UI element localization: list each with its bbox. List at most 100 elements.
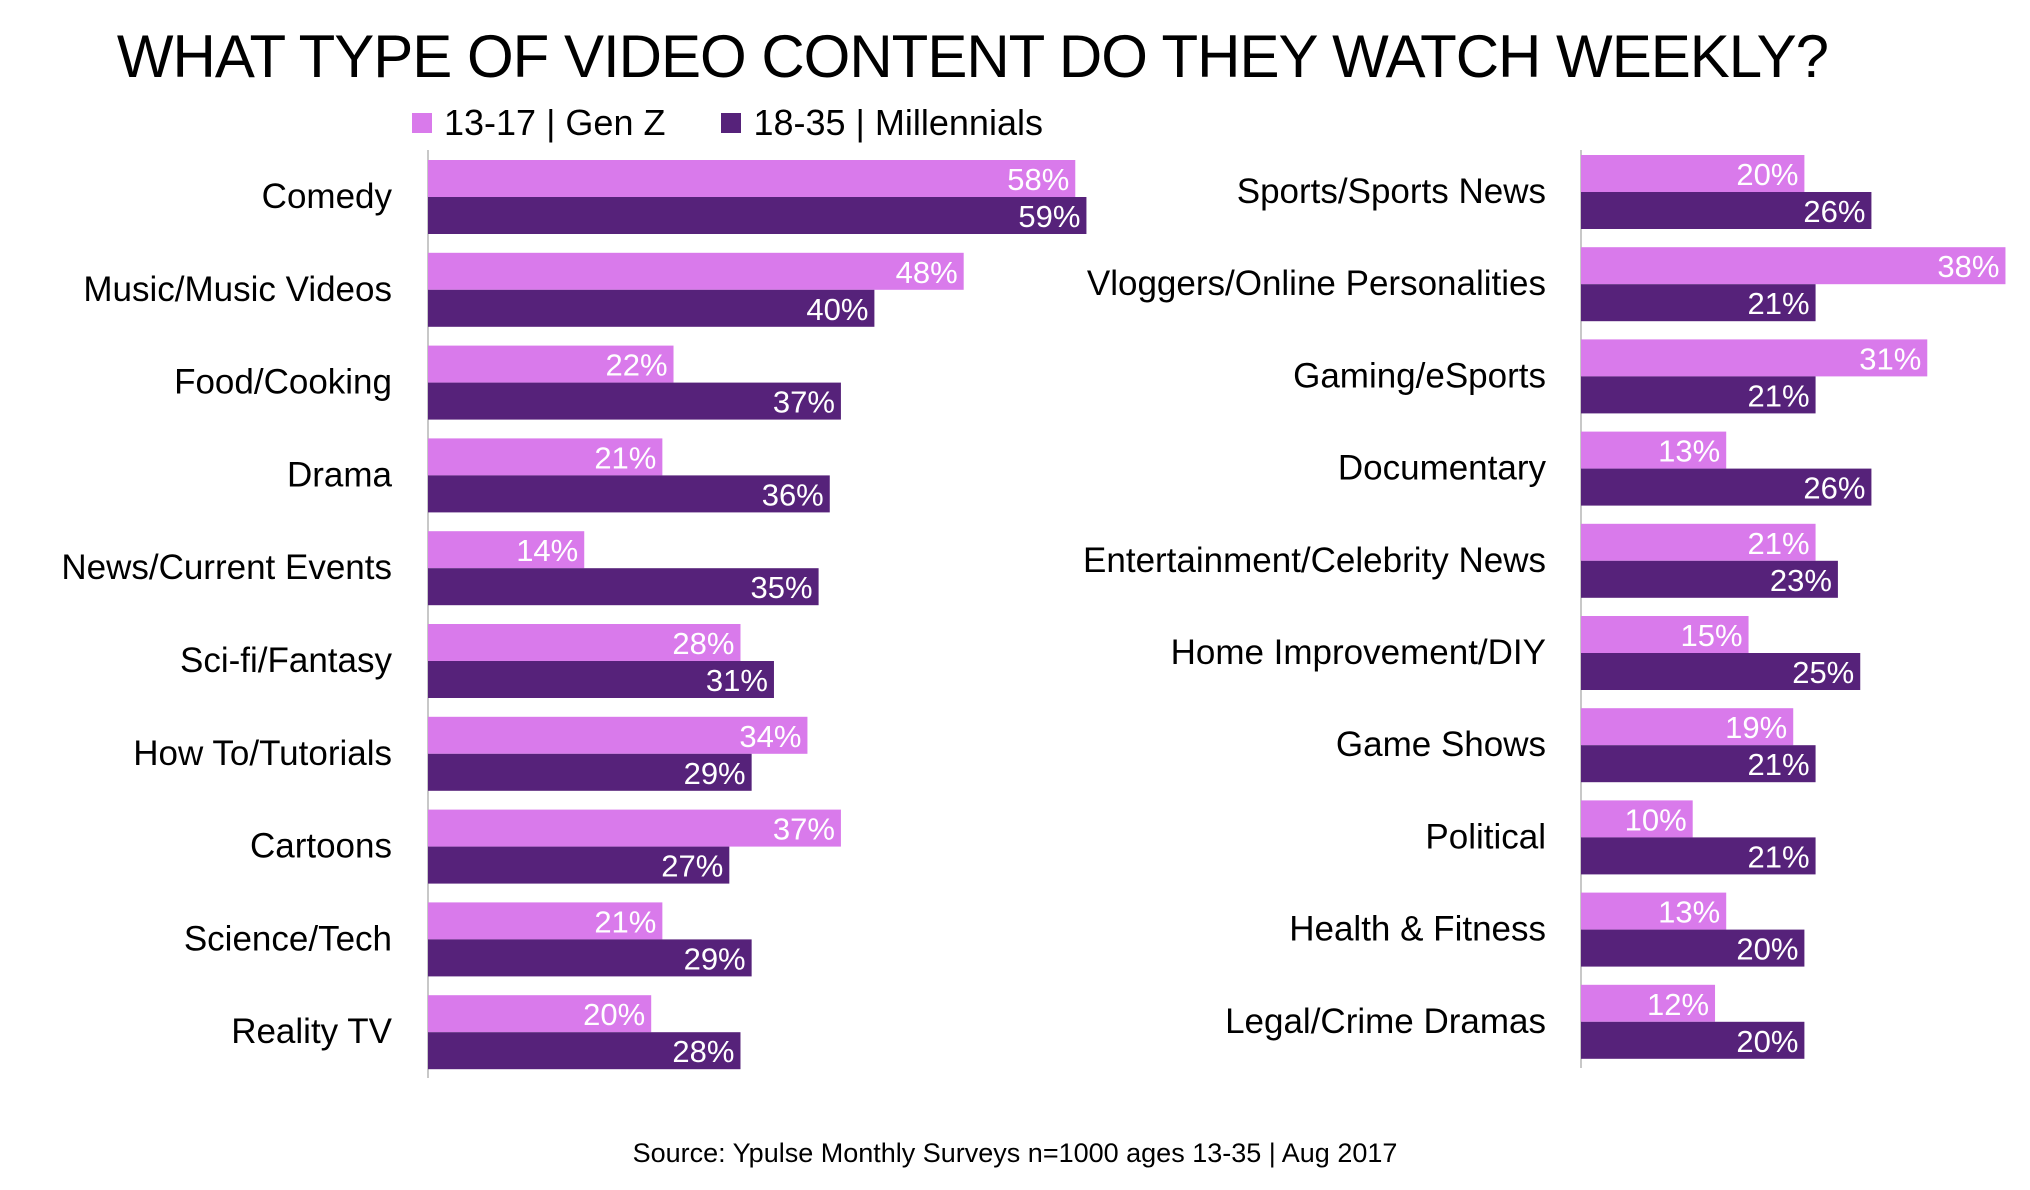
data-label: 58%: [1007, 162, 1069, 197]
bar-gen-z: [1581, 339, 1928, 377]
category-label: Reality TV: [231, 1012, 392, 1051]
category-label: Entertainment/Celebrity News: [1083, 541, 1546, 580]
data-label: 21%: [594, 440, 656, 475]
category-label: Sports/Sports News: [1237, 172, 1546, 211]
data-label: 28%: [672, 1034, 734, 1069]
category-label: Food/Cooking: [174, 363, 392, 402]
legend-label-gen-z: 13-17 | Gen Z: [444, 102, 666, 143]
bar-gen-z: [428, 345, 674, 383]
data-label: 35%: [751, 570, 813, 605]
bar-millennials: [428, 753, 752, 791]
bar-gen-z: [1581, 616, 1749, 653]
category-label: Cartoons: [250, 827, 392, 866]
data-label: 31%: [706, 663, 768, 698]
bar-gen-z: [1581, 247, 2006, 285]
category-label: Gaming/eSports: [1293, 356, 1546, 395]
bar-millennials: [428, 939, 752, 977]
data-label: 21%: [1748, 286, 1810, 321]
legend: 13-17 | Gen Z 18-35 | Millennials: [412, 100, 1043, 146]
category-label: Music/Music Videos: [83, 270, 392, 309]
chart-panel-2: Sports/Sports News 20%26%Vloggers/Online …: [1083, 150, 2006, 1068]
bar-gen-z: [428, 531, 585, 569]
data-label: 13%: [1658, 434, 1720, 469]
bar-gen-z: [1581, 155, 1805, 192]
category-label: Legal/Crime Dramas: [1225, 1002, 1546, 1041]
category-label: Home Improvement/DIY: [1171, 633, 1546, 672]
legend-label-millennials: 18-35 | Millennials: [753, 102, 1043, 143]
bar-millennials: [428, 197, 1087, 234]
data-label: 13%: [1658, 895, 1720, 930]
bar-gen-z: [1581, 984, 1716, 1022]
data-label: 48%: [896, 255, 958, 290]
category-label: Science/Tech: [184, 919, 392, 958]
data-label: 22%: [605, 348, 667, 383]
category-label: Game Shows: [1336, 725, 1546, 764]
bar-millennials: [428, 1032, 741, 1070]
data-label: 25%: [1792, 655, 1854, 690]
bar-gen-z: [1581, 800, 1693, 838]
bar-millennials: [1581, 560, 1838, 598]
data-label: 31%: [1859, 341, 1921, 376]
data-label: 12%: [1647, 987, 1709, 1022]
category-label: Political: [1425, 817, 1546, 856]
data-label: 34%: [739, 719, 801, 754]
bar-millennials: [428, 568, 819, 606]
data-label: 20%: [583, 997, 645, 1032]
bar-gen-z: [1581, 523, 1816, 561]
bar-millennials: [1581, 745, 1816, 783]
data-label: 21%: [594, 904, 656, 939]
bar-millennials: [428, 846, 730, 884]
legend-swatch-gen-z: [412, 113, 432, 133]
data-label: 29%: [684, 941, 746, 976]
data-label: 26%: [1803, 194, 1865, 229]
bar-gen-z: [428, 624, 741, 661]
bar-gen-z: [1581, 708, 1794, 746]
legend-item-millennials: 18-35 | Millennials: [721, 102, 1043, 144]
data-label: 21%: [1748, 378, 1810, 413]
data-label: 21%: [1748, 526, 1810, 561]
data-label: 37%: [773, 812, 835, 847]
data-label: 15%: [1681, 618, 1743, 653]
legend-swatch-millennials: [721, 113, 742, 133]
bar-gen-z: [1581, 431, 1727, 469]
chart-panel-1: Comedy 58%59% Music/Music Videos 48% 40% Food…: [61, 150, 1087, 1078]
data-label: 59%: [1018, 199, 1080, 234]
category-label: Vloggers/Online Personalities: [1087, 264, 1546, 303]
bar-millennials: [428, 289, 875, 327]
bar-millennials: [428, 475, 830, 513]
bar-millennials: [1581, 653, 1861, 690]
data-label: 20%: [1736, 157, 1798, 192]
bar-gen-z: [428, 809, 841, 847]
bar-gen-z: [428, 252, 964, 290]
bar-gen-z: [428, 160, 1076, 197]
legend-item-gen-z: 13-17 | Gen Z: [412, 102, 665, 144]
category-label: Documentary: [1338, 449, 1547, 488]
bar-gen-z: [428, 902, 663, 940]
data-label: 20%: [1736, 932, 1798, 967]
data-label: 20%: [1736, 1024, 1798, 1059]
data-label: 36%: [762, 477, 824, 512]
category-label: Comedy: [262, 177, 393, 216]
bar-millennials: [1581, 468, 1872, 506]
data-label: 14%: [516, 533, 578, 568]
category-label: News/Current Events: [61, 548, 392, 587]
bar-millennials: [1581, 284, 1816, 322]
bar-millennials: [428, 382, 841, 420]
bar-millennials: [1581, 929, 1805, 967]
bar-millennials: [1581, 192, 1872, 229]
category-label: Sci-fi/Fantasy: [180, 641, 392, 680]
bar-gen-z: [428, 995, 652, 1033]
chart-title: WHAT TYPE OF VIDEO CONTENT DO THEY WATCH…: [116, 23, 1829, 90]
category-label: Health & Fitness: [1289, 910, 1546, 949]
data-label: 29%: [684, 756, 746, 791]
data-label: 27%: [661, 849, 723, 884]
data-label: 37%: [773, 385, 835, 420]
data-label: 23%: [1770, 563, 1832, 598]
bar-millennials: [428, 661, 774, 698]
data-label: 10%: [1625, 802, 1687, 837]
data-label: 40%: [806, 292, 868, 327]
bar-millennials: [1581, 837, 1816, 875]
data-label: 26%: [1803, 471, 1865, 506]
